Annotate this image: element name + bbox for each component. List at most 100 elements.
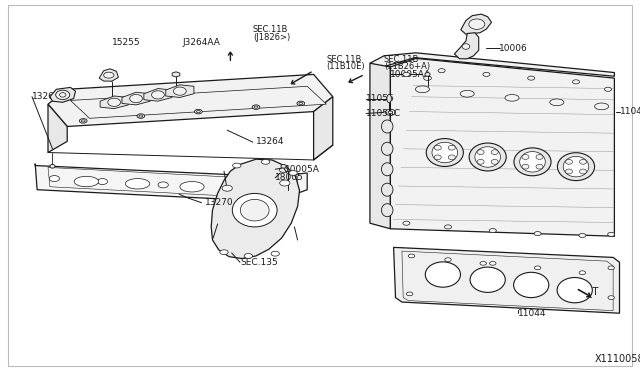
Ellipse shape [281,164,286,168]
Text: SEC.11B: SEC.11B [384,55,419,64]
Ellipse shape [152,91,164,99]
Ellipse shape [514,148,551,176]
Text: SEC.135: SEC.135 [240,258,278,267]
Ellipse shape [580,169,586,174]
Polygon shape [370,63,390,229]
Ellipse shape [566,159,573,164]
Polygon shape [122,92,150,105]
Polygon shape [70,86,326,118]
Ellipse shape [381,120,393,133]
Ellipse shape [557,153,595,180]
Text: SEC.11B: SEC.11B [253,25,288,33]
Text: 13270: 13270 [205,198,234,207]
Ellipse shape [241,199,269,221]
Ellipse shape [381,163,393,176]
Polygon shape [99,69,118,81]
Text: 11041: 11041 [620,107,640,116]
Polygon shape [35,164,307,202]
Text: 11056C: 11056C [366,109,401,118]
Ellipse shape [271,251,280,256]
Ellipse shape [492,150,499,155]
Ellipse shape [475,147,500,167]
Polygon shape [454,33,479,59]
Polygon shape [48,74,333,126]
Ellipse shape [280,180,290,186]
Ellipse shape [180,182,204,192]
Ellipse shape [130,94,143,103]
Ellipse shape [527,76,534,80]
Ellipse shape [448,155,456,160]
Ellipse shape [158,182,168,188]
Ellipse shape [492,159,499,164]
Ellipse shape [297,101,305,106]
Ellipse shape [299,102,303,105]
Ellipse shape [522,164,529,169]
Ellipse shape [97,179,108,185]
Ellipse shape [438,68,445,73]
Ellipse shape [222,185,232,191]
Ellipse shape [573,80,580,84]
Text: 15255: 15255 [112,38,141,47]
Text: 10005AA: 10005AA [390,70,431,79]
Text: (11B26+A): (11B26+A) [384,62,430,71]
Ellipse shape [74,176,99,187]
Ellipse shape [534,266,541,270]
Ellipse shape [477,150,484,155]
Ellipse shape [403,221,410,225]
Ellipse shape [415,86,429,93]
Ellipse shape [536,164,543,169]
Ellipse shape [406,292,413,296]
Ellipse shape [505,94,519,101]
Ellipse shape [387,94,392,103]
Ellipse shape [579,234,586,237]
Ellipse shape [608,232,614,237]
Polygon shape [166,85,194,97]
Ellipse shape [79,119,87,123]
Ellipse shape [49,176,60,182]
Text: FRONT: FRONT [565,287,598,297]
Polygon shape [144,89,172,101]
Ellipse shape [522,155,529,159]
Ellipse shape [445,258,451,262]
Polygon shape [211,159,300,259]
Ellipse shape [254,106,258,108]
Ellipse shape [608,296,614,299]
Polygon shape [100,96,128,109]
Text: 18005: 18005 [275,173,304,182]
Ellipse shape [468,19,485,29]
Text: X1110058: X1110058 [595,354,640,364]
Ellipse shape [381,204,393,217]
Ellipse shape [137,114,145,118]
Polygon shape [390,58,614,236]
Polygon shape [48,104,67,153]
Text: J3264AA: J3264AA [182,38,220,47]
Ellipse shape [425,73,430,76]
Ellipse shape [220,250,228,254]
Ellipse shape [381,142,393,155]
Ellipse shape [490,228,497,233]
Ellipse shape [520,152,545,172]
Ellipse shape [490,262,496,265]
Ellipse shape [579,271,586,275]
Ellipse shape [448,145,456,150]
Ellipse shape [244,254,253,258]
Ellipse shape [403,72,410,76]
Ellipse shape [233,163,241,168]
Ellipse shape [536,155,543,159]
Polygon shape [394,247,620,313]
Ellipse shape [563,156,589,177]
Ellipse shape [388,111,393,114]
Ellipse shape [173,87,186,95]
Polygon shape [370,53,614,76]
Text: (11B10E): (11B10E) [326,62,365,71]
Ellipse shape [460,90,474,97]
Ellipse shape [252,105,260,109]
Ellipse shape [408,254,415,258]
Ellipse shape [445,225,452,229]
Ellipse shape [557,278,593,303]
Ellipse shape [432,142,458,163]
Ellipse shape [580,159,586,164]
Text: 11056: 11056 [366,94,395,103]
Ellipse shape [462,44,470,49]
Text: 10005A: 10005A [285,165,319,174]
